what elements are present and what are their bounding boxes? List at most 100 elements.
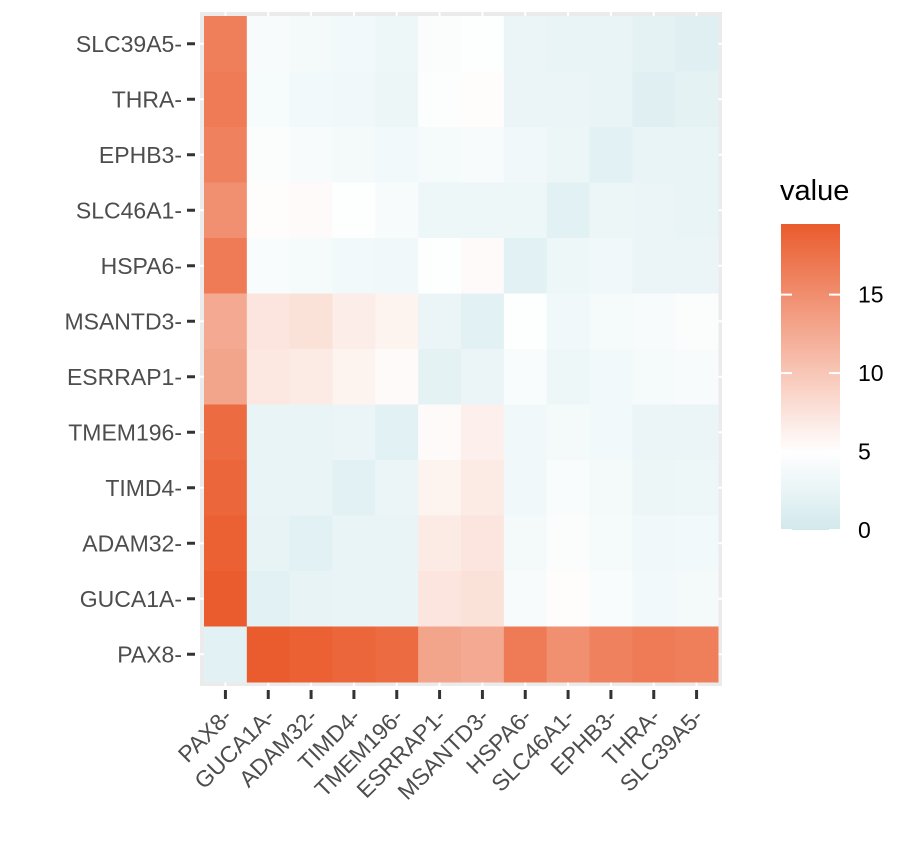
heatmap-cell [332, 515, 376, 572]
heatmap-cell [246, 127, 291, 183]
y-tick-label: PAX8- [117, 641, 182, 667]
heatmap-cell [632, 238, 676, 294]
y-tick-label: TMEM196- [68, 419, 182, 445]
heatmap-cell [546, 626, 590, 683]
heatmap-cell [332, 404, 376, 461]
heatmap-cell [461, 404, 505, 461]
heatmap-cell [418, 626, 462, 683]
heatmap-cell [204, 293, 248, 350]
heatmap-cell [675, 182, 719, 239]
heatmap-cell [461, 238, 505, 294]
heatmap-cell [461, 626, 505, 683]
heatmap-cell [461, 293, 505, 350]
heatmap-cell [375, 293, 419, 350]
y-tick-label: EPHB3- [99, 142, 182, 168]
heatmap-cell [503, 127, 548, 183]
heatmap-cell [332, 626, 376, 683]
heatmap-cell [503, 626, 548, 683]
heatmap-cell [289, 515, 333, 572]
heatmap-cell [289, 404, 333, 461]
heatmap-cell [246, 293, 291, 350]
heatmap-cell [675, 571, 719, 627]
y-tick-label: THRA- [112, 86, 182, 112]
heatmap-cell [204, 182, 248, 239]
heatmap-cell [375, 182, 419, 239]
heatmap-cell [503, 404, 548, 461]
heatmap-cell [546, 238, 590, 294]
legend-tick-label: 5 [858, 439, 871, 465]
heatmap-cell [461, 16, 505, 72]
heatmap-cell [632, 293, 676, 350]
heatmap-cell [503, 460, 548, 516]
heatmap-cell [632, 404, 676, 461]
heatmap-cell [503, 293, 548, 350]
heatmap-cell [589, 71, 633, 128]
heatmap-cell [375, 71, 419, 128]
heatmap-cell [332, 571, 376, 627]
y-axis: SLC39A5- THRA- EPHB3- SLC46A1- HSPA6- MSANTD3… [64, 31, 195, 667]
legend-ticks: 0 5 10 15 [781, 282, 884, 543]
heatmap-cell [675, 71, 719, 128]
heatmap-cell [332, 238, 376, 294]
heatmap-cell [503, 16, 548, 72]
heatmap-cell [375, 515, 419, 572]
heatmap-cell [546, 127, 590, 183]
heatmap-cell [289, 16, 333, 72]
heatmap-cell [503, 238, 548, 294]
heatmap-cell [589, 349, 633, 405]
heatmap-cell [589, 404, 633, 461]
heatmap-cell [589, 571, 633, 627]
heatmap-cell [546, 16, 590, 72]
heatmap-cell [204, 626, 248, 683]
heatmap-cells [204, 16, 719, 683]
y-tick-label: ADAM32- [82, 530, 182, 556]
heatmap-cell [375, 16, 419, 72]
heatmap-cell [246, 16, 291, 72]
heatmap-cell [246, 238, 291, 294]
heatmap-cell [632, 182, 676, 239]
heatmap-cell [503, 515, 548, 572]
y-tick-label: GUCA1A- [80, 586, 182, 612]
heatmap-cell [675, 16, 719, 72]
heatmap-cell [375, 571, 419, 627]
heatmap-cell [289, 460, 333, 516]
heatmap-cell [461, 571, 505, 627]
heatmap-cell [289, 238, 333, 294]
heatmap-cell [332, 16, 376, 72]
heatmap-cell [204, 16, 248, 72]
heatmap-cell [461, 182, 505, 239]
heatmap-cell [632, 349, 676, 405]
heatmap-cell [289, 182, 333, 239]
heatmap-cell [246, 460, 291, 516]
heatmap-cell [461, 349, 505, 405]
heatmap-cell [332, 349, 376, 405]
heatmap-cell [246, 182, 291, 239]
heatmap-cell [246, 71, 291, 128]
heatmap-cell [418, 127, 462, 183]
heatmap-cell [418, 16, 462, 72]
heatmap-cell [632, 71, 676, 128]
heatmap-cell [461, 460, 505, 516]
heatmap-cell [675, 293, 719, 350]
heatmap-cell [332, 293, 376, 350]
legend-tick-label: 0 [858, 517, 871, 543]
heatmap-cell [589, 16, 633, 72]
heatmap-cell [375, 460, 419, 516]
heatmap-cell [675, 127, 719, 183]
y-tick-label: ESRRAP1- [67, 364, 182, 390]
heatmap-cell [418, 238, 462, 294]
heatmap-cell [418, 571, 462, 627]
heatmap-cell [246, 404, 291, 461]
heatmap-cell [289, 626, 333, 683]
legend-colorbar [781, 224, 840, 530]
heatmap-cell [418, 71, 462, 128]
heatmap-cell [204, 571, 248, 627]
heatmap-cell [418, 182, 462, 239]
legend-tick-label: 10 [858, 360, 884, 386]
heatmap-cell [461, 71, 505, 128]
heatmap-cell [589, 515, 633, 572]
heatmap-cell [204, 127, 248, 183]
color-legend: value 0 5 10 15 [780, 175, 884, 543]
heatmap-cell [675, 460, 719, 516]
heatmap-cell [632, 626, 676, 683]
